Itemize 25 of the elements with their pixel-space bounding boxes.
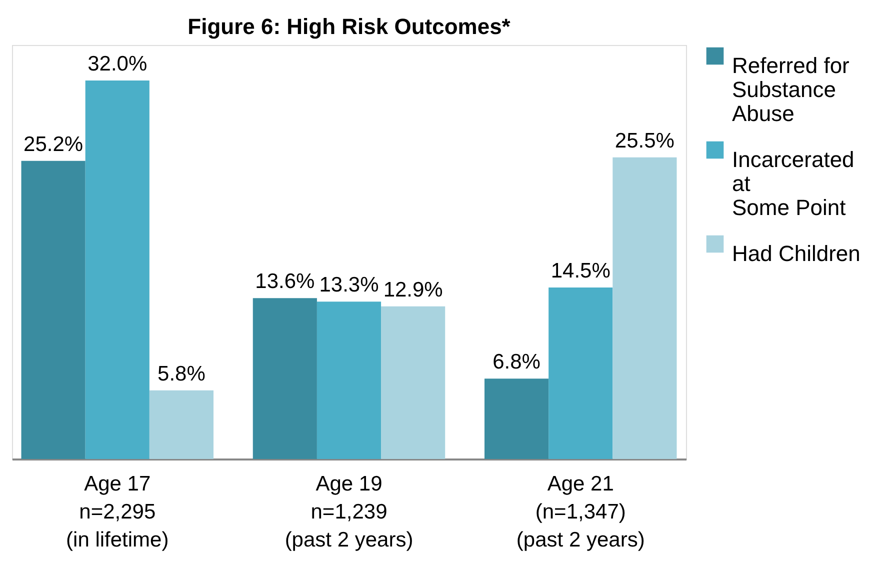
data-label: 13.6% <box>255 270 315 294</box>
legend-label: Referred for Substance Abuse <box>732 53 850 126</box>
data-label: 32.0% <box>88 52 148 76</box>
legend-label: Incarcerated at Some Point <box>732 147 854 220</box>
data-label: 6.8% <box>492 350 540 374</box>
x-tick-label: Age 21 (n=1,347) (past 2 years) <box>516 472 645 552</box>
legend-label: Had Children <box>732 241 860 266</box>
bar <box>484 378 549 459</box>
data-label: 12.9% <box>383 278 443 302</box>
data-label: 5.8% <box>158 362 206 386</box>
data-label: 14.5% <box>550 259 610 282</box>
data-label: 25.5% <box>614 129 674 152</box>
data-label: 25.2% <box>24 132 84 156</box>
x-tick-label: Age 17 n=2,295 (in lifetime) <box>66 472 169 552</box>
chart-title: Figure 6: High Risk Outcomes* <box>188 14 511 39</box>
bar <box>381 306 446 459</box>
bar <box>21 160 86 459</box>
bar <box>316 302 382 459</box>
bar <box>85 80 150 459</box>
bar <box>612 157 677 459</box>
data-label: 13.3% <box>319 274 379 297</box>
x-tick-label: Age 19 n=1,239 (past 2 years) <box>284 472 414 552</box>
bar <box>548 287 613 459</box>
bar <box>252 298 317 459</box>
bar <box>149 390 214 459</box>
